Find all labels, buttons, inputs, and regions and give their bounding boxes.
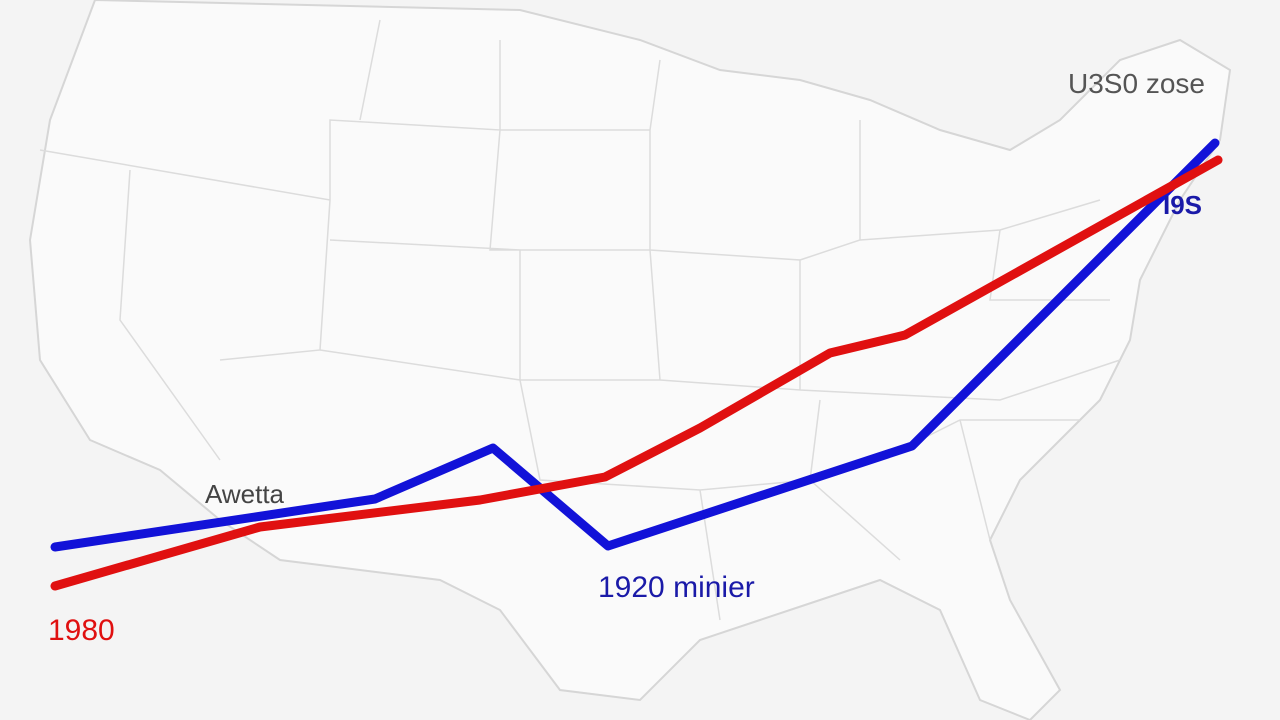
blue-route — [50, 138, 1220, 552]
label-top-right: U3S0 zose — [1068, 68, 1205, 99]
label-blue-bottom: 1920 minier — [598, 571, 755, 604]
state-borders — [39, 19, 1121, 621]
label-red-start: 1980 — [48, 614, 115, 647]
label-left: Awetta — [205, 479, 285, 509]
red-route — [50, 155, 1223, 591]
label-blue-end: I9S — [1163, 190, 1202, 220]
